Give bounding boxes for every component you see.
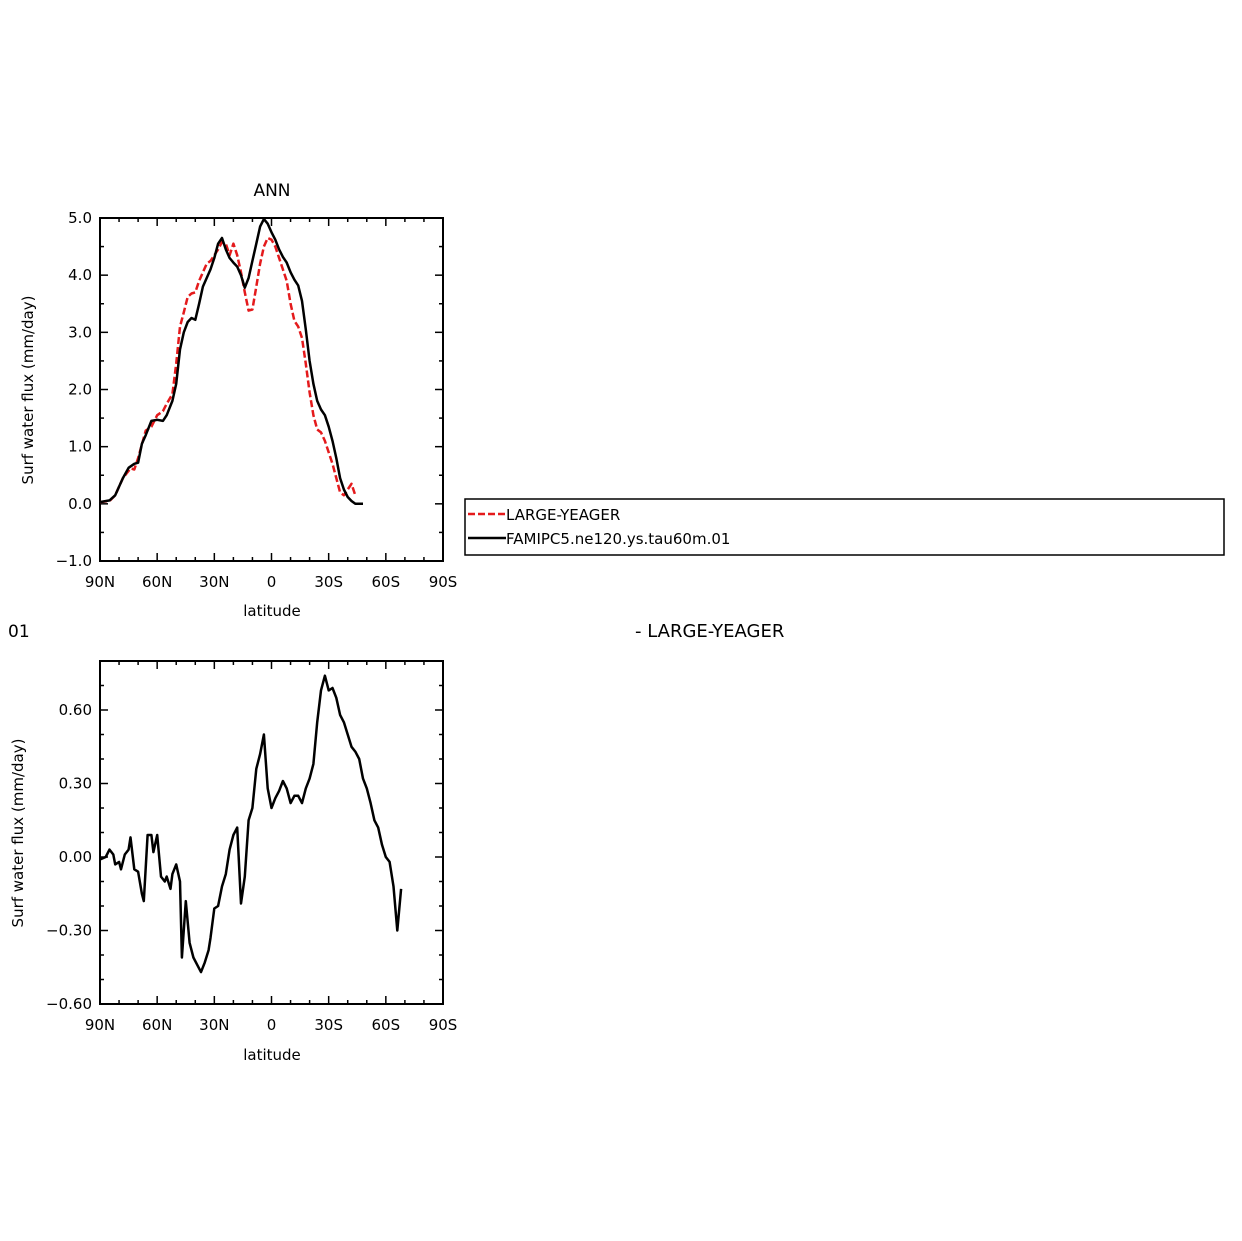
x-tick-label: 90S	[429, 1016, 458, 1034]
y-tick-label: 3.0	[68, 323, 92, 341]
x-tick-label: 30N	[199, 1016, 229, 1034]
x-tick-label: 30N	[199, 573, 229, 591]
x-tick-label: 30S	[314, 1016, 343, 1034]
y-axis-label: Surf water flux (mm/day)	[19, 296, 37, 485]
data-series	[99, 674, 403, 974]
legend-label-large-yeager: LARGE-YEAGER	[506, 506, 620, 524]
legend-label-model: FAMIPC5.ne120.ys.tau60m.01	[506, 530, 730, 548]
chart-title: ANN	[253, 181, 290, 201]
x-tick-label: 60N	[142, 573, 172, 591]
annual-chart: ANN 90N 60N 30N 0 30S 60S 90S −1.0 0.0 1.0 2.0 3.0…	[19, 181, 1225, 620]
y-tick-label: −0.60	[46, 995, 92, 1013]
x-tick-label: 60S	[372, 1016, 401, 1034]
x-tick-label: 0	[267, 573, 277, 591]
x-axis-label: latitude	[243, 1046, 301, 1064]
y-tick-label: 5.0	[68, 209, 92, 227]
x-tick-label: 60S	[372, 573, 401, 591]
y-tick-label: −1.0	[56, 552, 92, 570]
data-series	[99, 217, 363, 506]
series-line-0	[99, 674, 403, 974]
legend-box	[464, 498, 1225, 556]
y-tick-label: 0.60	[59, 701, 92, 719]
x-tick-label: 90N	[85, 573, 115, 591]
x-tick-label: 30S	[314, 573, 343, 591]
y-tick-label: −0.30	[46, 922, 92, 940]
left-label: 01	[8, 622, 30, 642]
y-tick-label: 0.30	[59, 775, 92, 793]
y-axis-label: Surf water flux (mm/day)	[9, 739, 27, 928]
x-tick-labels: 90N 60N 30N 0 30S 60S 90S	[85, 1016, 457, 1034]
series-line-1	[99, 217, 363, 506]
y-tick-labels: −1.0 0.0 1.0 2.0 3.0 4.0 5.0	[56, 209, 92, 570]
plot-frame	[99, 217, 444, 562]
x-tick-label: 0	[267, 1016, 277, 1034]
difference-chart: 01 - LARGE-YEAGER 90N 60N 30N 0 30S 60S 90S −0…	[8, 621, 784, 1064]
x-tick-labels: 90N 60N 30N 0 30S 60S 90S	[85, 573, 457, 591]
legend: LARGE-YEAGER FAMIPC5.ne120.ys.tau60m.01	[464, 498, 1225, 556]
tick-marks	[99, 217, 444, 562]
y-tick-label: 1.0	[68, 438, 92, 456]
x-tick-label: 60N	[142, 1016, 172, 1034]
x-axis-label: latitude	[243, 602, 301, 620]
right-label: - LARGE-YEAGER	[635, 621, 784, 642]
y-tick-label: 2.0	[68, 381, 92, 399]
y-tick-label: 0.0	[68, 495, 92, 513]
x-tick-label: 90N	[85, 1016, 115, 1034]
y-tick-label: 0.00	[59, 848, 92, 866]
x-tick-label: 90S	[429, 573, 458, 591]
y-tick-labels: −0.60 −0.30 0.00 0.30 0.60	[46, 701, 92, 1013]
tick-marks	[99, 660, 444, 1005]
plot-frame	[99, 660, 444, 1005]
y-tick-label: 4.0	[68, 266, 92, 284]
